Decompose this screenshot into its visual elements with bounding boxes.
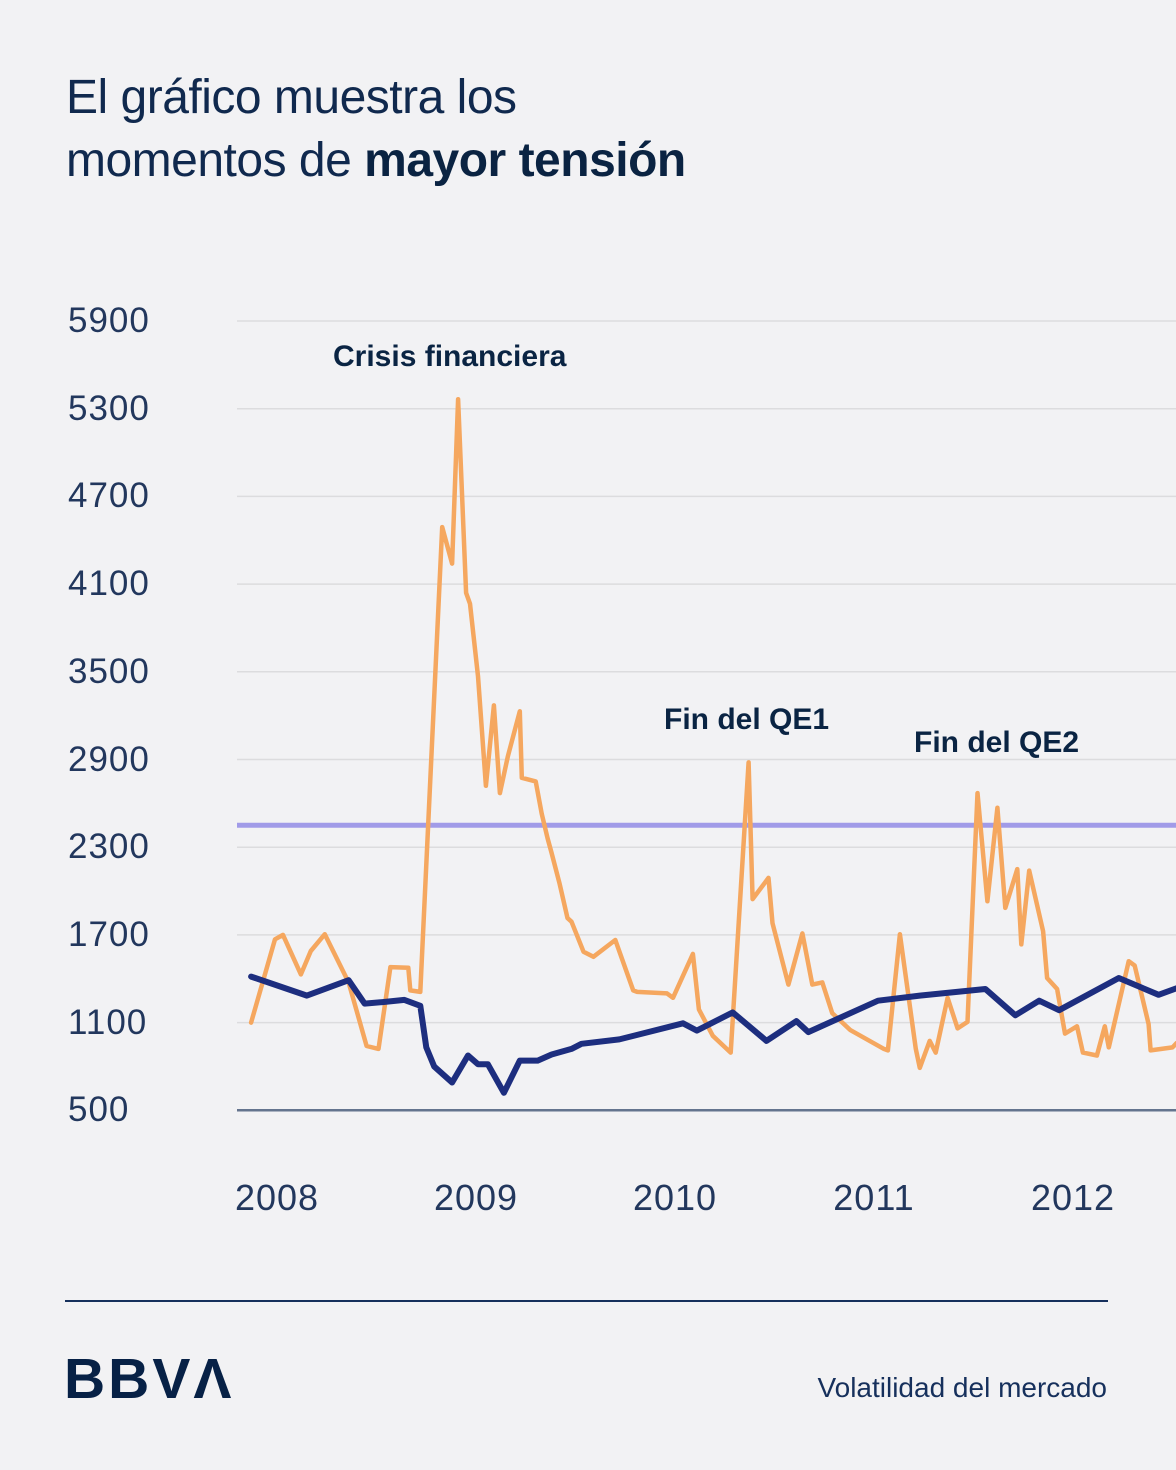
market-index-navy-line bbox=[248, 973, 1176, 1096]
x-axis-tick-2008: 2008 bbox=[234, 1177, 320, 1218]
title-line2-regular: momentos de bbox=[66, 134, 365, 187]
y-axis-tick-4700: 4700 bbox=[68, 476, 150, 516]
footer-divider bbox=[65, 1300, 1108, 1302]
x-axis-tick-2012: 2012 bbox=[1030, 1177, 1116, 1218]
market-volatility-orange-line bbox=[248, 396, 1176, 1071]
bbva-logo: BBVΛ bbox=[64, 1347, 235, 1411]
y-axis-tick-3500: 3500 bbox=[68, 651, 150, 691]
y-axis-tick-1100: 1100 bbox=[68, 1002, 148, 1042]
title-line2-bold: mayor tensión bbox=[364, 134, 686, 187]
y-axis-tick-2900: 2900 bbox=[68, 739, 150, 779]
x-axis-tick-2009: 2009 bbox=[433, 1177, 519, 1218]
annotation-fin-del-qe2: Fin del QE2 bbox=[914, 726, 1080, 759]
x-axis-tick-2011: 2011 bbox=[833, 1177, 915, 1218]
y-axis-tick-500: 500 bbox=[68, 1090, 130, 1130]
y-axis-tick-5900: 5900 bbox=[68, 301, 150, 340]
y-axis-tick-4100: 4100 bbox=[68, 564, 150, 604]
annotation-fin-del-qe1: Fin del QE1 bbox=[664, 703, 830, 736]
chart-caption: Volatilidad del mercado bbox=[817, 1372, 1107, 1403]
annotation-crisis-financiera: Crisis financiera bbox=[333, 340, 567, 373]
y-axis-tick-2300: 2300 bbox=[68, 827, 150, 867]
x-axis-tick-2010: 2010 bbox=[632, 1177, 718, 1218]
y-axis-tick-5300: 5300 bbox=[68, 388, 150, 428]
y-axis-tick-1700: 1700 bbox=[68, 914, 150, 954]
page-title: El gráfico muestra los momentos de mayor… bbox=[66, 66, 686, 192]
title-line1: El gráfico muestra los bbox=[66, 71, 517, 124]
